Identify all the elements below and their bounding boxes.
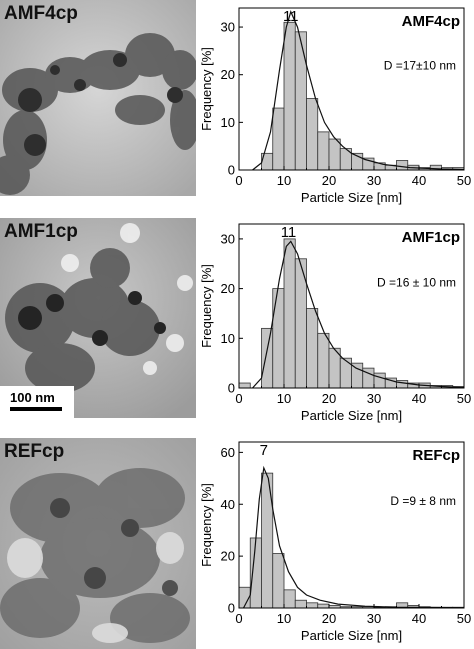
mean-size-annotation: D =17±10 nm (384, 59, 456, 73)
chart-title: AMF4cp (402, 13, 460, 30)
histogram-bar (328, 138, 341, 171)
histogram-bar (283, 238, 296, 389)
histogram-bar (396, 160, 409, 171)
x-tick-label: 0 (235, 173, 242, 188)
histogram-bar (272, 288, 285, 389)
x-tick-label: 40 (412, 173, 426, 188)
x-axis-label: Particle Size [nm] (301, 408, 402, 423)
histogram-bar (317, 131, 330, 171)
fit-curve (242, 465, 465, 609)
mean-size-annotation: D =9 ± 8 nm (390, 494, 456, 508)
histogram-bar (317, 603, 330, 609)
y-tick-label: 20 (221, 549, 235, 564)
x-tick-label: 40 (412, 391, 426, 406)
tem-micrograph (0, 438, 196, 649)
y-axis-label: Frequency [%] (199, 483, 214, 567)
histogram-chart-amf4cp: 0 10 20 30 40 50 0 10 20 30 Particle Size [nm] Freq… (199, 7, 471, 205)
histogram-bar (351, 362, 364, 389)
histogram-chart-amf1cp: 0 10 20 30 40 50 0 10 20 30 Particle Size [nm] Freq… (199, 223, 471, 423)
peak-label: 11 (283, 8, 299, 25)
scale-bar-label: 100 nm (10, 390, 55, 405)
tem-image-refcp: REFcp (0, 438, 196, 649)
y-tick-label: 10 (221, 331, 235, 346)
y-tick-label: 60 (221, 445, 235, 460)
histogram-bar (283, 21, 296, 171)
histogram-bar (261, 327, 274, 389)
y-tick-label: 40 (221, 497, 235, 512)
tem-micrograph (0, 218, 196, 418)
chart-title: REFcp (412, 447, 460, 464)
x-axis-label: Particle Size [nm] (301, 628, 402, 643)
histogram-bar (283, 589, 296, 609)
x-tick-label: 30 (367, 611, 381, 626)
panel-amf4cp: AMF4cp 0 10 20 30 40 50 0 10 20 30 Particle Size [… (0, 0, 474, 212)
y-axis-label: Frequency [%] (199, 264, 214, 348)
histogram-bar (306, 308, 319, 389)
fit-curve (252, 240, 465, 389)
y-tick-label: 20 (221, 281, 235, 296)
x-tick-label: 50 (457, 611, 471, 626)
x-tick-label: 0 (235, 391, 242, 406)
x-tick-label: 0 (235, 611, 242, 626)
histogram-bar (294, 599, 307, 609)
y-tick-label: 10 (221, 115, 235, 130)
x-tick-label: 50 (457, 173, 471, 188)
chart-title: AMF1cp (402, 229, 460, 246)
x-tick-label: 10 (277, 611, 291, 626)
x-tick-label: 40 (412, 611, 426, 626)
tem-label: AMF1cp (4, 221, 78, 242)
x-tick-label: 20 (322, 391, 336, 406)
histogram-chart-refcp: 0 10 20 30 40 50 0 20 40 60 Particle Size [nm] Freq… (199, 441, 471, 643)
y-tick-label: 30 (221, 231, 235, 246)
scale-bar-line (10, 407, 62, 411)
x-tick-label: 50 (457, 391, 471, 406)
histogram-bar (306, 602, 319, 609)
panel-refcp: REFcp 0 10 20 30 40 50 0 20 40 60 Particle Size [n… (0, 430, 474, 649)
x-tick-label: 20 (322, 611, 336, 626)
histogram-bar (272, 553, 285, 609)
histogram-bar (317, 332, 330, 389)
y-tick-label: 30 (221, 20, 235, 35)
histogram-bar (294, 31, 307, 171)
mean-size-annotation: D =16 ± 10 nm (377, 275, 456, 289)
y-tick-label: 0 (228, 601, 235, 616)
x-tick-label: 10 (277, 173, 291, 188)
histogram-bar (306, 98, 319, 171)
tem-label: REFcp (4, 441, 65, 462)
tem-image-amf1cp: AMF1cp 100 nm (0, 218, 196, 418)
y-tick-label: 0 (228, 163, 235, 178)
y-axis-label: Frequency [%] (199, 47, 214, 131)
x-tick-label: 20 (322, 173, 336, 188)
x-axis-label: Particle Size [nm] (301, 190, 402, 205)
panel-amf1cp: AMF1cp 100 nm 0 10 20 30 40 50 0 10 20 30 Particle… (0, 212, 474, 430)
histogram-bar (272, 107, 285, 171)
x-tick-label: 30 (367, 173, 381, 188)
peak-label: 7 (260, 442, 268, 459)
histogram-bar (373, 372, 386, 389)
histogram-bar (249, 537, 262, 609)
scale-bar: 100 nm (0, 386, 74, 418)
tem-micrograph (0, 0, 196, 196)
fit-curve (252, 10, 465, 171)
peak-label: 11 (281, 224, 297, 241)
y-tick-label: 20 (221, 67, 235, 82)
y-tick-label: 0 (228, 381, 235, 396)
x-tick-label: 30 (367, 391, 381, 406)
histogram-bar (238, 382, 251, 389)
tem-label: AMF4cp (4, 3, 78, 24)
tem-image-amf4cp: AMF4cp (0, 0, 196, 196)
histogram-bar (339, 357, 352, 389)
x-tick-label: 10 (277, 391, 291, 406)
